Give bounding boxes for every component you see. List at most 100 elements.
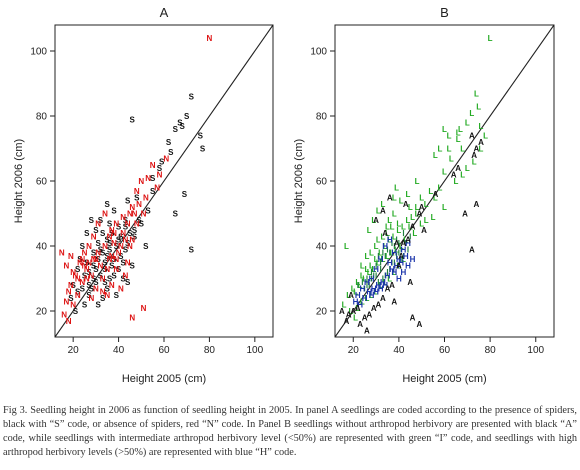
- point-a: A: [419, 203, 425, 212]
- point-i: I: [400, 245, 402, 254]
- point-i: I: [366, 275, 368, 284]
- point-l: L: [360, 271, 365, 280]
- point-l: L: [376, 206, 381, 215]
- point-a: A: [357, 320, 363, 329]
- point-s: S: [132, 226, 138, 235]
- point-n: N: [154, 184, 160, 193]
- point-l: L: [360, 297, 365, 306]
- point-s: S: [73, 307, 79, 316]
- point-s: S: [136, 216, 142, 225]
- point-l: L: [385, 252, 390, 261]
- point-l: L: [410, 213, 415, 222]
- point-l: L: [476, 102, 481, 111]
- point-n: N: [118, 284, 124, 293]
- point-a: A: [355, 304, 361, 313]
- point-s: S: [150, 174, 156, 183]
- point-n: N: [150, 161, 156, 170]
- point-l: L: [460, 171, 465, 180]
- point-a: A: [362, 314, 368, 323]
- point-i: I: [380, 265, 382, 274]
- point-n: N: [138, 177, 144, 186]
- y-axis-label: Height 2006 (cm): [13, 139, 25, 223]
- x-tick-label: 60: [158, 345, 170, 356]
- point-n: N: [75, 275, 81, 284]
- y-tick-label: 60: [316, 177, 328, 188]
- point-s: S: [100, 294, 106, 303]
- point-l: L: [483, 132, 488, 141]
- point-a: A: [385, 284, 391, 293]
- point-s: S: [82, 271, 88, 280]
- point-n: N: [207, 34, 213, 43]
- point-n: N: [120, 213, 126, 222]
- point-l: L: [360, 262, 365, 271]
- point-a: A: [401, 239, 407, 248]
- point-l: L: [456, 135, 461, 144]
- point-s: S: [182, 190, 188, 199]
- point-i: I: [366, 281, 368, 290]
- point-h: H: [410, 255, 416, 264]
- point-h: H: [364, 278, 370, 287]
- point-s: S: [168, 148, 174, 157]
- point-s: S: [116, 265, 122, 274]
- point-s: S: [145, 206, 151, 215]
- point-s: S: [95, 239, 101, 248]
- point-s: S: [80, 242, 86, 251]
- point-h: H: [373, 288, 379, 297]
- point-n: N: [75, 291, 81, 300]
- point-l: L: [378, 281, 383, 290]
- point-n: N: [61, 310, 67, 319]
- point-s: S: [134, 193, 140, 202]
- point-l: L: [442, 203, 447, 212]
- point-n: N: [127, 210, 133, 219]
- point-i: I: [384, 252, 386, 261]
- x-tick-label: 40: [113, 345, 125, 356]
- point-l: L: [376, 236, 381, 245]
- point-l: L: [380, 255, 385, 264]
- point-i: I: [386, 245, 388, 254]
- point-n: N: [143, 193, 149, 202]
- point-i: I: [368, 281, 370, 290]
- point-n: N: [118, 242, 124, 251]
- point-l: L: [390, 249, 395, 258]
- y-tick-label: 60: [36, 177, 48, 188]
- point-l: L: [453, 177, 458, 186]
- point-n: N: [102, 210, 108, 219]
- point-l: L: [442, 125, 447, 134]
- x-tick-label: 100: [527, 345, 544, 356]
- point-n: N: [109, 226, 115, 235]
- point-n: N: [91, 232, 97, 241]
- point-a: A: [451, 171, 457, 180]
- point-i: I: [407, 245, 409, 254]
- point-n: N: [66, 317, 72, 326]
- point-s: S: [114, 242, 120, 251]
- point-l: L: [428, 187, 433, 196]
- point-l: L: [369, 291, 374, 300]
- point-h: H: [355, 291, 361, 300]
- point-i: I: [377, 252, 379, 261]
- point-i: I: [402, 252, 404, 261]
- point-s: S: [105, 200, 111, 209]
- point-s: S: [100, 229, 106, 238]
- point-i: I: [373, 271, 375, 280]
- point-a: A: [471, 151, 477, 160]
- point-n: N: [66, 288, 72, 297]
- point-a: A: [405, 236, 411, 245]
- point-n: N: [127, 242, 133, 251]
- point-a: A: [462, 210, 468, 219]
- point-n: N: [113, 255, 119, 264]
- point-l: L: [465, 164, 470, 173]
- point-a: A: [469, 132, 475, 141]
- point-l: L: [369, 249, 374, 258]
- point-n: N: [113, 219, 119, 228]
- point-l: L: [431, 213, 436, 222]
- point-s: S: [95, 301, 101, 310]
- point-n: N: [95, 219, 101, 228]
- y-tick-label: 20: [36, 307, 48, 318]
- point-a: A: [410, 314, 416, 323]
- point-s: S: [200, 145, 206, 154]
- point-h: H: [382, 242, 388, 251]
- point-s: S: [125, 197, 131, 206]
- point-a: A: [398, 252, 404, 261]
- point-l: L: [408, 223, 413, 232]
- point-s: S: [116, 236, 122, 245]
